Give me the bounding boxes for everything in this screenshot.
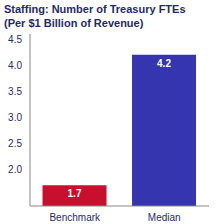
svg-text:3.5: 3.5 — [8, 86, 22, 97]
html-text:Staffing: Number of Treasury F: Staffing: Number of Treasury FTEs — [4, 3, 186, 15]
svg-text:4.0: 4.0 — [8, 60, 22, 71]
svg-text:2.0: 2.0 — [8, 164, 22, 175]
svg-text:1.7: 1.7 — [68, 188, 82, 199]
svg-text:3.0: 3.0 — [8, 112, 22, 123]
svg-text:2.5: 2.5 — [8, 138, 22, 149]
svg-text:Median: Median — [148, 212, 181, 223]
svg-text:Benchmark: Benchmark — [49, 212, 101, 223]
html-text:(Per $1 Billion of Revenue): (Per $1 Billion of Revenue) — [4, 17, 144, 29]
svg-text:4.2: 4.2 — [157, 58, 171, 69]
svg-text:4.5: 4.5 — [8, 34, 22, 45]
